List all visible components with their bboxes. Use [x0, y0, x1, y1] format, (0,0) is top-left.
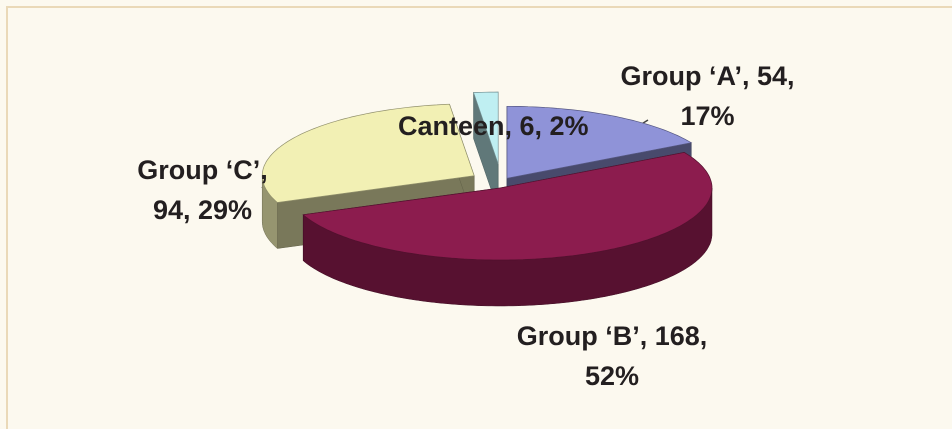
data-label: Group ‘A’, 54, 17% [620, 61, 795, 131]
slice [302, 152, 713, 261]
slice [506, 105, 693, 179]
data-label: Group ‘C’, 94, 29% [137, 155, 268, 225]
slice [473, 91, 499, 165]
data-label: Canteen, 6, 2% [398, 111, 589, 141]
data-label: Group ‘B’, 168, 52% [516, 321, 708, 391]
slice [261, 103, 475, 203]
frame [6, 6, 952, 429]
